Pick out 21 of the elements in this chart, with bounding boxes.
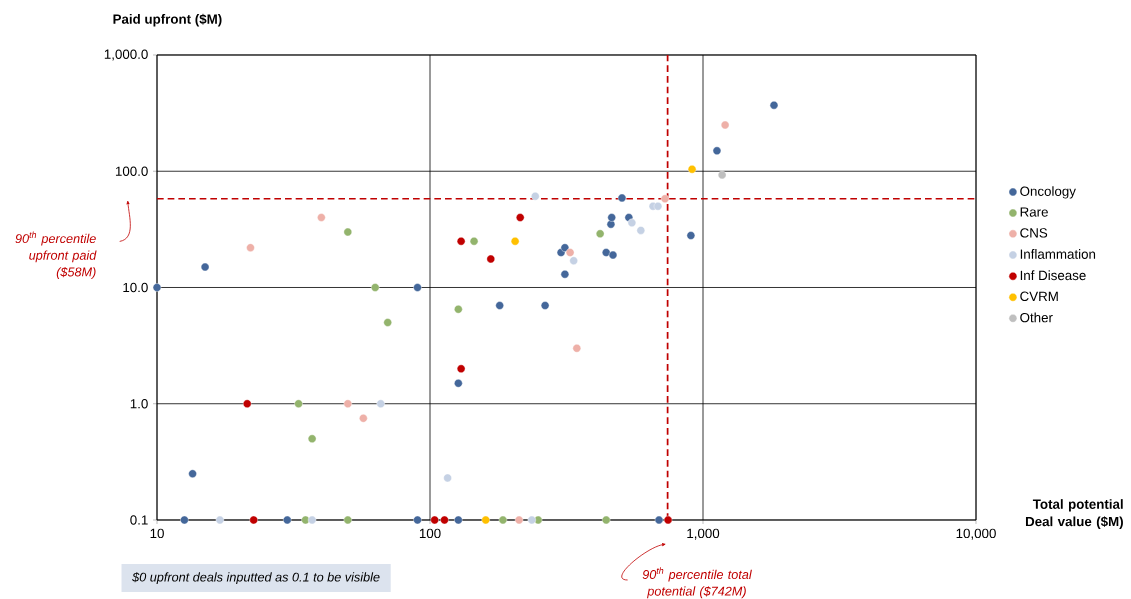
text: $0 upfront deals inputted as 0.1 to be visible xyxy=(132,572,380,585)
x-tick-label: 10,000 xyxy=(956,528,996,540)
legend-label: CVRM xyxy=(1020,291,1058,302)
y-axis-title: Paid upfront ($M) xyxy=(113,13,222,27)
legend-label: Inf Disease xyxy=(1020,270,1086,281)
ref-line-label: 90$^{th}$ percentile total potential ($742M) xyxy=(642,567,752,599)
y-tick-label: 1,000.0 xyxy=(104,49,148,61)
legend-label: Oncology xyxy=(1020,186,1076,199)
x-tick-label: 100 xyxy=(419,528,441,539)
legend-label: CNS xyxy=(1020,228,1048,238)
legend-label: Rare xyxy=(1020,207,1048,217)
x-axis-title: Total potential Deal value ($M) xyxy=(1025,499,1123,529)
y-tick-label: 100.0 xyxy=(115,166,148,176)
y-tick-label: 1.0 xyxy=(130,399,148,409)
y-tick-label: 10.0 xyxy=(123,282,148,293)
x-tick-label: 10 xyxy=(150,528,164,539)
legend-label: Other xyxy=(1020,312,1053,323)
y-tick-label: 0.1 xyxy=(130,515,148,525)
ref-line-label: 90$^{th}$ percentile upfront paid ($58M) xyxy=(15,231,97,279)
x-tick-label: 1,000 xyxy=(687,528,720,540)
legend-label: Inflammation xyxy=(1020,249,1096,259)
